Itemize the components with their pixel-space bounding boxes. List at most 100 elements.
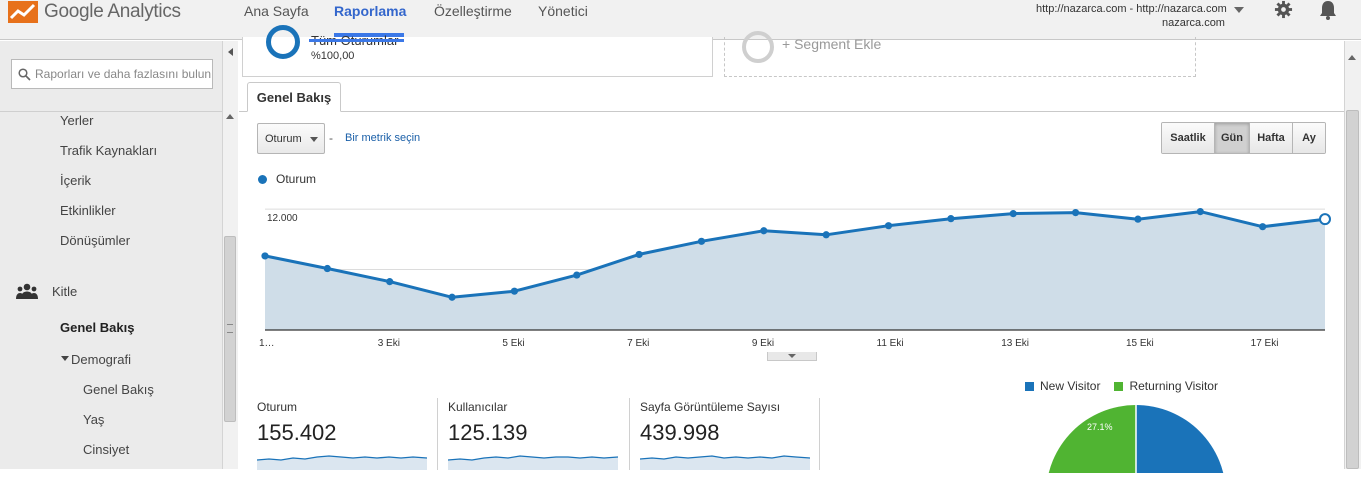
nav-home[interactable]: Ana Sayfa <box>244 3 309 19</box>
pie-slice-returning <box>1048 405 1136 473</box>
tab-row-line <box>239 111 1344 112</box>
scorecard-sessions[interactable]: Oturum 155.402 <box>257 398 429 478</box>
data-point <box>822 231 830 239</box>
x-tick-label: 1… <box>259 338 275 349</box>
chevron-down-icon[interactable] <box>310 137 318 142</box>
data-point <box>510 287 519 295</box>
data-point <box>1009 210 1017 218</box>
period-hourly-button[interactable]: Saatlik <box>1162 123 1215 153</box>
segment-percent: %100,00 <box>311 50 355 62</box>
report-panel: Tüm Oturumlar %100,00 + Segment Ekle Gen… <box>239 25 1344 473</box>
chevron-down-icon[interactable] <box>788 354 796 358</box>
sidebar-item-audience-overview[interactable]: Genel Bakış <box>60 320 135 335</box>
segment-all-sessions[interactable] <box>242 37 713 77</box>
scorecard-label: Oturum <box>257 400 298 414</box>
pie-slice-new <box>1136 405 1224 473</box>
data-point <box>323 264 331 273</box>
nav-active-indicator <box>334 33 404 37</box>
visitor-pie-chart[interactable]: 27.1% <box>1029 403 1259 473</box>
sidebar-scrollbar-thumb[interactable] <box>224 236 236 422</box>
sparkline <box>448 455 618 470</box>
account-selector[interactable]: http://nazarca.com - http://nazarca.com <box>1036 3 1227 15</box>
sidebar-item-traffic-sources[interactable]: Trafik Kaynakları <box>60 143 158 158</box>
add-segment-box[interactable] <box>724 37 1196 77</box>
segment-underline <box>309 39 404 42</box>
legend-swatch-returning <box>1114 381 1124 391</box>
series-area <box>265 211 1325 330</box>
triangle-down-icon[interactable] <box>61 356 69 361</box>
sidebar-item-events[interactable]: Etkinlikler <box>60 203 116 218</box>
scroll-up-arrow-icon[interactable] <box>226 114 234 119</box>
data-point <box>573 271 581 279</box>
metric-separator: - <box>329 131 333 145</box>
scorecard-value: 439.998 <box>640 420 720 445</box>
legend-swatch <box>258 175 267 184</box>
legend-label: Oturum <box>276 172 317 186</box>
sidebar-item-demographics[interactable]: Demografi <box>71 352 131 367</box>
collapse-sidebar-icon[interactable] <box>228 48 233 56</box>
data-point <box>635 250 643 259</box>
sidebar-item-locations[interactable]: Yerler <box>60 113 94 128</box>
nav-admin[interactable]: Yönetici <box>538 3 588 19</box>
scroll-up-arrow-icon[interactable] <box>1348 55 1356 60</box>
tab-overview[interactable]: Genel Bakış <box>247 82 341 112</box>
x-tick-label: 11 Eki <box>877 338 904 349</box>
scorecard-pageviews[interactable]: Sayfa Görüntüleme Sayısı 439.998 <box>640 398 812 478</box>
scorecard-value: 125.139 <box>448 420 528 445</box>
period-toggle: Saatlik Gün Hafta Ay <box>1161 122 1326 154</box>
legend-swatch-new <box>1025 381 1034 391</box>
segment-ring-icon <box>266 25 300 59</box>
data-point <box>884 222 893 230</box>
sidebar-item-conversions[interactable]: Dönüşümler <box>60 233 131 248</box>
scorecard-label: Sayfa Görüntüleme Sayısı <box>640 400 781 414</box>
sparkline <box>640 455 810 470</box>
sidebar-item-gender[interactable]: Cinsiyet <box>83 442 130 457</box>
data-point <box>261 252 269 260</box>
data-point <box>1071 209 1080 217</box>
sidebar-item-demographics-overview[interactable]: Genel Bakış <box>83 382 154 397</box>
x-tick-label: 9 Eki <box>752 338 774 349</box>
data-point <box>697 237 706 245</box>
data-point <box>1196 207 1204 216</box>
search-input[interactable] <box>35 67 211 81</box>
sidebar: Yerler Trafik Kaynakları İçerik Etkinlik… <box>0 41 238 469</box>
pie-legend: New Visitor Returning Visitor <box>1025 379 1218 393</box>
scorecard-divider <box>819 398 820 470</box>
x-tick-label: 15 Eki <box>1126 338 1154 349</box>
data-point <box>1134 215 1142 223</box>
period-week-button[interactable]: Hafta <box>1250 123 1293 153</box>
data-point <box>760 227 768 235</box>
sidebar-item-audience[interactable]: Kitle <box>0 271 222 311</box>
data-point <box>1259 223 1267 231</box>
sidebar-divider <box>0 111 222 112</box>
nav-customization[interactable]: Özelleştirme <box>434 3 512 19</box>
scorecard-divider <box>437 398 438 470</box>
analytics-logo[interactable]: Google Analytics <box>8 0 181 24</box>
sidebar-section-audience: Kitle <box>52 284 78 299</box>
x-tick-label: 7 Eki <box>627 338 649 349</box>
bell-icon[interactable] <box>1318 0 1338 20</box>
people-icon <box>16 283 38 299</box>
top-bar: Google Analytics Ana Sayfa Raporlama Öze… <box>0 0 1361 40</box>
add-segment-button[interactable]: + Segment Ekle <box>782 36 882 52</box>
scorecard-value: 155.402 <box>257 420 337 445</box>
search-field[interactable] <box>11 59 213 89</box>
main-scrollbar-thumb[interactable] <box>1346 110 1359 469</box>
nav-reporting[interactable]: Raporlama <box>334 3 407 19</box>
scorecard-users[interactable]: Kullanıcılar 125.139 <box>448 398 620 478</box>
sidebar-item-content[interactable]: İçerik <box>60 173 92 188</box>
sidebar-item-age[interactable]: Yaş <box>83 412 105 427</box>
x-tick-label: 13 Eki <box>1001 338 1029 349</box>
account-view-name: nazarca.com <box>1162 17 1225 29</box>
scrollbar-grip-icon <box>227 324 233 333</box>
sparkline <box>257 455 427 470</box>
data-point <box>1319 213 1331 226</box>
x-tick-label: 17 Eki <box>1251 338 1279 349</box>
choose-metric-link[interactable]: Bir metrik seçin <box>345 132 421 144</box>
period-month-button[interactable]: Ay <box>1293 123 1325 153</box>
period-day-button[interactable]: Gün <box>1215 123 1250 153</box>
gear-icon[interactable] <box>1274 0 1293 19</box>
chevron-down-icon[interactable] <box>1234 7 1244 13</box>
legend-new-visitor: New Visitor <box>1040 379 1101 393</box>
